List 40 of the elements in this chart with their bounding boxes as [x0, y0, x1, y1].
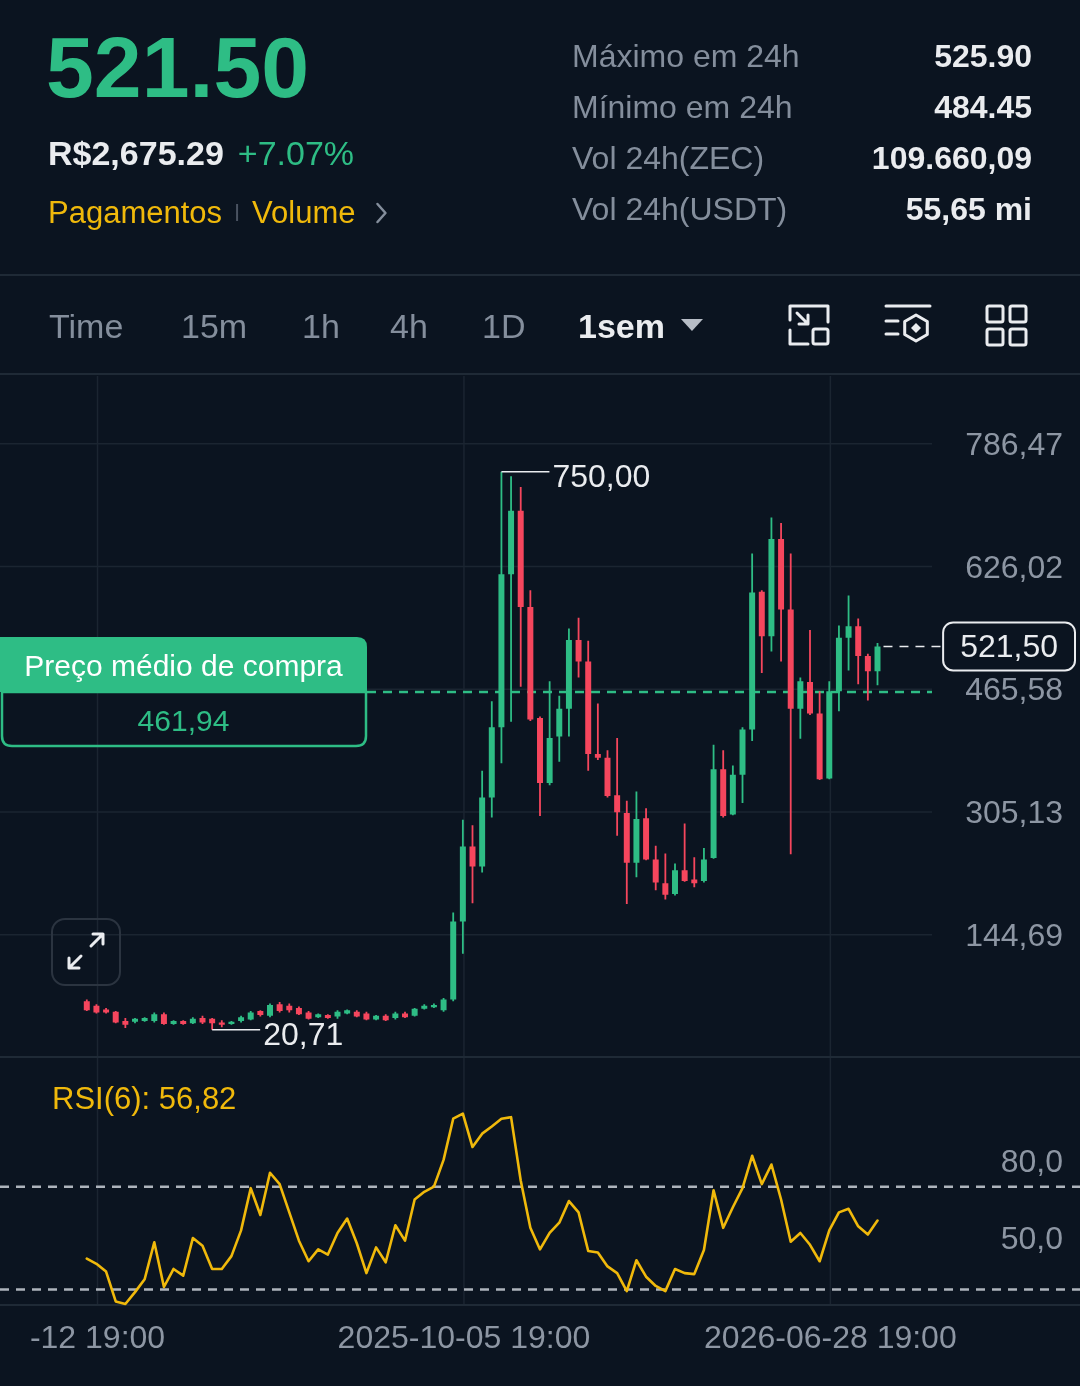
candlestick [614, 737, 621, 836]
text: Pagamentos [48, 194, 223, 230]
text: 484.45 [934, 89, 1032, 125]
text: 525.90 [934, 38, 1032, 74]
candlestick [662, 853, 669, 900]
text: 109.660,09 [871, 140, 1032, 176]
y-tick-label: 305,13 [965, 794, 1063, 831]
x-tick-label: 2025-10-05 19:00 [337, 1319, 591, 1355]
x-tick-label: -12 19:00 [29, 1319, 166, 1355]
ref-line-label: 521,50 [960, 628, 1058, 665]
text: 1D [482, 307, 526, 345]
text: 55,65 mi [905, 191, 1032, 227]
ref-line-label: Preço médio de compra [24, 648, 344, 682]
annotation: 20,71 [263, 1015, 344, 1052]
text: Time [49, 307, 124, 345]
candlestick [691, 857, 698, 888]
text: 1sem [578, 307, 665, 345]
x-tick-label: 2026-06-28 19:00 [704, 1319, 957, 1355]
y-tick-label: 786,47 [965, 425, 1063, 462]
text: Volume [252, 194, 356, 230]
text: RSI(6): 56,82 [52, 1080, 237, 1116]
text: Vol 24h(ZEC) [572, 140, 765, 176]
candlestick [681, 823, 688, 882]
text: 521.50 [46, 19, 310, 115]
annotation: 461,94 [137, 703, 230, 737]
text: Vol 24h(USDT) [572, 191, 788, 227]
candlestick [594, 703, 601, 761]
text: Mínimo em 24h [572, 89, 793, 125]
y-tick-label: 465,58 [965, 671, 1063, 708]
text: Máximo em 24h [572, 38, 800, 74]
text: +7.07% [237, 134, 355, 172]
y-tick-label: 50,0 [1000, 1220, 1063, 1257]
y-tick-label: 626,02 [965, 548, 1063, 585]
annotation: 750,00 [552, 457, 651, 494]
text: 1h [302, 307, 340, 345]
y-tick-label: 144,69 [965, 916, 1063, 953]
text: 4h [390, 307, 428, 345]
y-tick-label: 80,0 [1000, 1142, 1063, 1179]
text: R$2,675.29 [48, 134, 224, 172]
text: 15m [181, 307, 248, 345]
